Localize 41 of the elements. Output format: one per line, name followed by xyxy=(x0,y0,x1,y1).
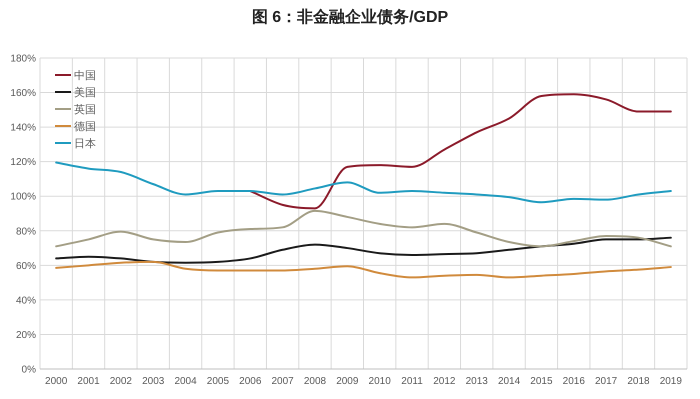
y-tick-label: 180% xyxy=(10,54,36,64)
y-tick-label: 100% xyxy=(10,192,36,203)
x-tick-label: 2005 xyxy=(206,376,230,387)
line-series xyxy=(55,236,672,264)
x-tick-label: 2009 xyxy=(336,376,359,387)
y-tick-label: 20% xyxy=(16,330,36,341)
x-tick-label: 2018 xyxy=(627,376,650,387)
x-tick-label: 2016 xyxy=(562,376,586,387)
x-tick-label: 2000 xyxy=(45,376,68,387)
y-tick-label: 160% xyxy=(10,88,36,100)
x-tick-label: 2006 xyxy=(239,376,262,387)
x-tick-label: 2017 xyxy=(595,376,618,387)
x-tick-label: 2011 xyxy=(401,376,424,387)
x-tick-label: 2002 xyxy=(110,376,132,387)
line-series xyxy=(55,162,672,204)
y-tick-label: 0% xyxy=(22,364,36,376)
y-tick-label: 140% xyxy=(10,122,36,134)
x-tick-label: 2007 xyxy=(272,376,294,387)
x-tick-label: 2003 xyxy=(142,376,165,387)
x-tick-label: 2001 xyxy=(77,376,100,387)
x-tick-label: 2010 xyxy=(368,376,392,387)
legend-label: 德国 xyxy=(74,121,96,133)
y-tick-label: 60% xyxy=(16,260,36,272)
x-tick-label: 2012 xyxy=(433,376,456,387)
x-tick-label: 2015 xyxy=(530,376,553,387)
y-tick-label: 80% xyxy=(16,226,36,238)
legend-label: 英国 xyxy=(74,103,96,116)
x-tick-label: 2014 xyxy=(498,376,521,387)
legend-label: 美国 xyxy=(74,86,96,99)
x-tick-label: 2013 xyxy=(466,376,488,387)
x-tick-label: 2004 xyxy=(174,376,198,387)
chart-title: 图 6：非金融企业债务/GDP xyxy=(252,8,449,26)
line-series xyxy=(249,93,672,210)
line-series xyxy=(55,260,672,278)
y-tick-label: 40% xyxy=(16,295,36,306)
x-tick-label: 2019 xyxy=(660,376,682,387)
x-tick-label: 2008 xyxy=(304,376,327,387)
y-tick-label: 120% xyxy=(10,157,36,168)
legend-label: 日本 xyxy=(74,137,96,150)
line-series xyxy=(55,210,672,248)
legend-label: 中国 xyxy=(74,69,96,82)
